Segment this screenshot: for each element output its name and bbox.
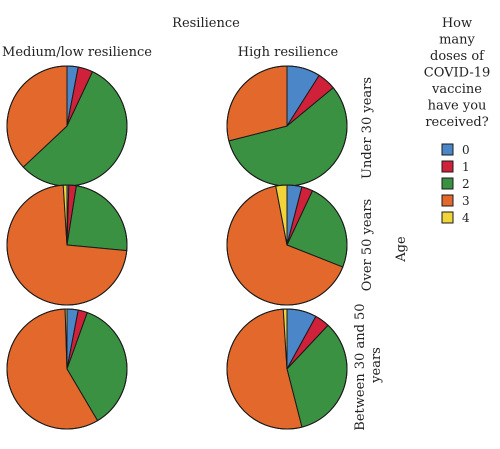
legend-label-3: 3	[462, 194, 470, 208]
legend-title-line: How	[442, 16, 472, 31]
legend-swatch-2	[441, 177, 454, 190]
pie-over-50-years-high-resilience	[226, 184, 348, 306]
pie-slice-doses-2	[66, 185, 128, 252]
row-label-30-50-line1: Between 30 and 50	[353, 303, 368, 430]
legend-label-1: 1	[462, 160, 470, 174]
legend-swatch-1	[441, 160, 454, 173]
legend-label-0: 0	[462, 143, 470, 157]
legend-title-line: vaccine	[431, 82, 482, 97]
legend-title-line: many	[439, 33, 475, 48]
row-label-30-50: Between 30 and 50 years	[353, 299, 384, 430]
column-label-medium-low: Medium/low resilience	[2, 45, 152, 60]
pie-outline	[6, 184, 128, 306]
pie-under-30-years-medium-low-resilience	[6, 65, 128, 187]
pie-outline	[6, 308, 128, 430]
row-label-30-50-line2: years	[369, 347, 384, 384]
legend-swatch-4	[441, 211, 454, 224]
pie-outline	[226, 308, 348, 430]
chart-title: Resilience	[172, 16, 240, 31]
legend-title: How many doses of COVID-19 vaccine have you re…	[424, 16, 491, 130]
row-label-under-30: Under 30 years	[360, 77, 375, 179]
row-axis-label: Age	[394, 236, 409, 263]
pie-under-30-years-high-resilience	[226, 65, 348, 187]
pie-over-50-years-medium-low-resilience	[6, 184, 128, 306]
legend-swatch-3	[441, 194, 454, 207]
legend-label-4: 4	[462, 211, 470, 225]
pie-grid	[6, 65, 348, 430]
pie-between-30-and-50-years-high-resilience	[226, 308, 348, 430]
legend-title-line: received?	[425, 115, 488, 130]
row-label-over-50: Over 50 years	[360, 199, 375, 291]
legend-swatch-0	[441, 143, 454, 156]
legend-title-line: have you	[428, 99, 487, 114]
legend-title-line: doses of	[430, 49, 485, 64]
pie-outline	[226, 184, 348, 306]
legend: How many doses of COVID-19 vaccine have you re…	[424, 16, 491, 225]
pie-between-30-and-50-years-medium-low-resilience	[6, 308, 128, 430]
legend-label-2: 2	[462, 177, 470, 191]
column-label-high: High resilience	[238, 45, 339, 60]
legend-title-line: COVID-19	[424, 66, 491, 81]
